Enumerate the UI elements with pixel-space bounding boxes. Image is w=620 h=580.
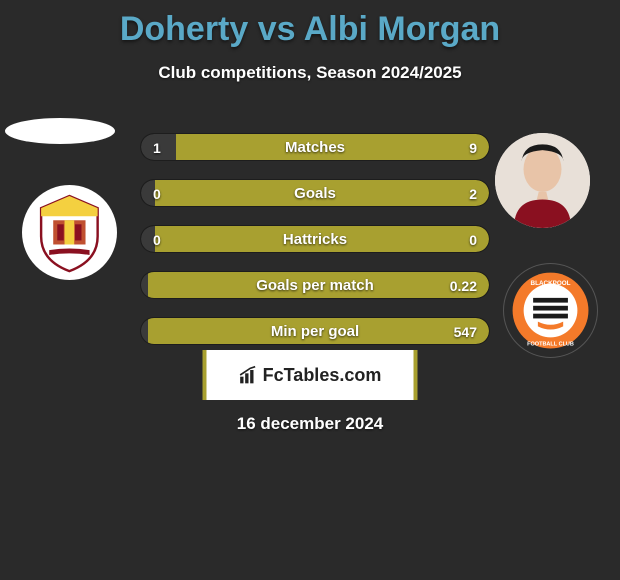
- stat-label: Hattricks: [141, 226, 489, 252]
- club-right-crest: BLACKPOOL FOOTBALL CLUB: [503, 263, 598, 358]
- crest-icon: BLACKPOOL FOOTBALL CLUB: [511, 271, 590, 350]
- date-label: 16 december 2024: [0, 414, 620, 434]
- svg-text:BLACKPOOL: BLACKPOOL: [531, 280, 571, 287]
- branding-badge: FcTables.com: [203, 350, 418, 400]
- stat-label: Matches: [141, 134, 489, 160]
- club-left-crest: [22, 185, 117, 280]
- branding-text: FcTables.com: [263, 365, 382, 386]
- avatar-icon: [495, 133, 590, 228]
- stat-label: Goals: [141, 180, 489, 206]
- page-title: Doherty vs Albi Morgan: [0, 0, 620, 49]
- stat-label: Min per goal: [141, 318, 489, 344]
- subtitle: Club competitions, Season 2024/2025: [0, 63, 620, 83]
- stat-bar: 00Hattricks: [140, 225, 490, 253]
- stat-label: Goals per match: [141, 272, 489, 298]
- stat-bars: 19Matches 02Goals 00Hattricks 0.22Goals per…: [140, 133, 490, 363]
- chart-icon: [239, 365, 259, 385]
- player-left-avatar: [5, 118, 115, 144]
- player-right-avatar: [495, 133, 590, 228]
- stat-bar: 19Matches: [140, 133, 490, 161]
- stat-bar: 0.22Goals per match: [140, 271, 490, 299]
- svg-text:FOOTBALL CLUB: FOOTBALL CLUB: [527, 341, 574, 347]
- crest-icon: [29, 192, 110, 273]
- stat-bar: 02Goals: [140, 179, 490, 207]
- stat-bar: 547Min per goal: [140, 317, 490, 345]
